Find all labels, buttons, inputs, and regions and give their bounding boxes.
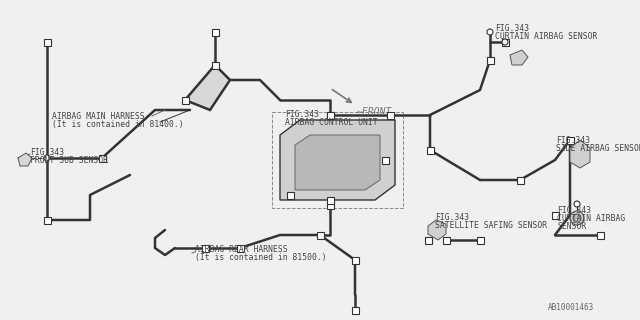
Bar (99, 155, 106, 162)
Bar (502, 38, 509, 45)
Bar (486, 57, 493, 63)
Text: AIRBAG CONTROL UNIT: AIRBAG CONTROL UNIT (285, 118, 378, 127)
Bar (317, 231, 323, 238)
Polygon shape (280, 120, 395, 200)
Text: SENSOR: SENSOR (557, 222, 586, 231)
Text: FIG.343: FIG.343 (495, 24, 529, 33)
Bar (424, 236, 431, 244)
Polygon shape (18, 153, 32, 166)
Bar (351, 257, 358, 263)
Text: (It is contained in 81500.): (It is contained in 81500.) (195, 253, 326, 262)
Bar (211, 28, 218, 36)
Circle shape (44, 155, 50, 161)
Bar (326, 196, 333, 204)
Text: CURTAIN AIRBAG: CURTAIN AIRBAG (557, 214, 625, 223)
Bar (202, 244, 209, 252)
Text: AIRBAG MAIN HARNESS: AIRBAG MAIN HARNESS (52, 112, 145, 121)
Bar (272, 112, 403, 208)
Text: AB10001463: AB10001463 (548, 303, 595, 312)
Text: AIRBAG REAR HARNESS: AIRBAG REAR HARNESS (195, 245, 287, 254)
Bar (287, 191, 294, 198)
Bar (326, 111, 333, 118)
Bar (211, 61, 218, 68)
Text: FIG.343: FIG.343 (556, 136, 590, 145)
Bar (566, 137, 573, 143)
Polygon shape (510, 50, 528, 65)
Bar (516, 177, 524, 183)
Polygon shape (570, 140, 590, 168)
Text: FIG.343: FIG.343 (557, 206, 591, 215)
Text: ⇐FRONT: ⇐FRONT (357, 107, 392, 117)
Bar (442, 236, 449, 244)
Circle shape (574, 201, 580, 207)
Circle shape (487, 29, 493, 35)
Polygon shape (428, 220, 446, 240)
Text: CURTAIN AIRBAG SENSOR: CURTAIN AIRBAG SENSOR (495, 32, 597, 41)
Bar (326, 111, 333, 118)
Text: FIG.343: FIG.343 (285, 110, 319, 119)
Polygon shape (295, 135, 380, 190)
Bar (477, 236, 483, 244)
Text: FRONT SUB SENSOR: FRONT SUB SENSOR (30, 156, 108, 165)
Bar (381, 156, 388, 164)
Text: FIG.343: FIG.343 (435, 213, 469, 222)
Bar (44, 217, 51, 223)
Bar (426, 147, 433, 154)
Text: SIDE AIRBAG SENSOR: SIDE AIRBAG SENSOR (556, 144, 640, 153)
Bar (237, 244, 243, 252)
Bar (387, 111, 394, 118)
Polygon shape (185, 65, 230, 110)
Bar (596, 231, 604, 238)
Bar (552, 212, 559, 219)
Circle shape (570, 211, 584, 225)
Circle shape (573, 214, 581, 222)
Text: (It is contained in 81400.): (It is contained in 81400.) (52, 120, 184, 129)
Bar (351, 307, 358, 314)
Circle shape (502, 39, 508, 45)
Text: SATELLITE SAFING SENSOR: SATELLITE SAFING SENSOR (435, 221, 547, 230)
Bar (44, 38, 51, 45)
Bar (182, 97, 189, 103)
Text: FIG.343: FIG.343 (30, 148, 64, 157)
Bar (326, 202, 333, 209)
